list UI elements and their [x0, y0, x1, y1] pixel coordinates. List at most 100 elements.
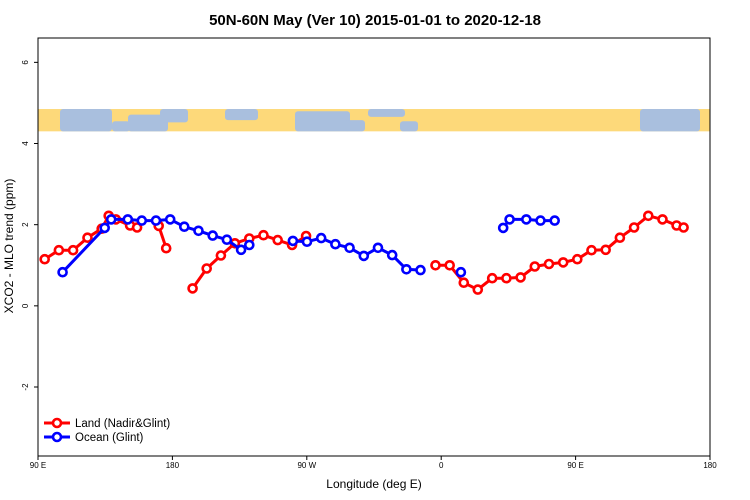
x-tick-label: 90 E: [30, 461, 46, 470]
map-band-ocean: [640, 109, 700, 132]
data-point: [136, 215, 148, 226]
data-point: [193, 225, 204, 237]
legend-item-ocean: Ocean (Glint): [44, 431, 144, 444]
chart-title: 50N-60N May (Ver 10) 2015-01-01 to 2020-…: [209, 12, 541, 29]
data-point: [215, 250, 227, 261]
data-point: [358, 250, 370, 262]
y-tick-label: 0: [21, 303, 30, 308]
data-point: [164, 214, 176, 225]
data-point: [160, 242, 172, 254]
legend: Land (Nadir&Glint) Ocean (Glint): [44, 417, 170, 444]
map-band-ocean: [345, 120, 365, 132]
data-point: [131, 222, 143, 233]
data-point: [105, 214, 117, 225]
map-band-ocean: [295, 111, 350, 132]
map-band-ocean: [160, 109, 188, 123]
series-layer: [39, 210, 689, 295]
legend-item-land: Land (Nadir&Glint): [44, 417, 170, 430]
data-point: [122, 214, 134, 225]
data-point: [543, 258, 555, 270]
data-point: [82, 232, 93, 243]
data-point: [642, 210, 654, 222]
y-tick-label: 2: [21, 222, 30, 227]
map-band-ocean: [60, 109, 112, 132]
data-point: [504, 214, 515, 225]
map-band-ocean: [400, 121, 418, 132]
data-point: [344, 242, 355, 254]
x-axis: 90 E 180 90 W 0 90 E 180: [30, 456, 717, 470]
data-point: [372, 242, 384, 254]
data-point: [444, 259, 456, 271]
data-point: [628, 222, 640, 233]
data-point: [39, 253, 51, 265]
data-point: [515, 272, 526, 283]
data-point: [678, 222, 689, 233]
map-band-ocean: [112, 121, 130, 132]
x-tick-label: 0: [439, 461, 444, 470]
legend-marker-ocean: [51, 431, 63, 443]
data-point: [386, 249, 398, 261]
data-point: [150, 215, 162, 226]
data-point: [315, 232, 327, 244]
series-line: [435, 214, 685, 292]
data-point: [187, 283, 198, 294]
data-point: [497, 222, 509, 234]
y-tick-label: -2: [21, 383, 30, 391]
data-point: [301, 236, 313, 247]
series-line: [292, 236, 421, 272]
world-map-band: [38, 109, 710, 132]
data-point: [529, 261, 541, 272]
data-point: [501, 272, 512, 284]
map-band-ocean: [128, 114, 168, 132]
data-point: [571, 253, 583, 265]
data-point: [458, 277, 470, 289]
data-point: [520, 214, 532, 225]
map-band-ocean: [225, 109, 258, 121]
data-point: [535, 215, 546, 226]
data-point: [415, 264, 426, 276]
y-axis: -2 0 2 4 6: [21, 60, 38, 391]
data-point: [179, 221, 190, 232]
data-point: [221, 234, 233, 245]
y-tick-label: 4: [21, 141, 30, 146]
data-point: [57, 266, 68, 278]
data-point: [287, 235, 299, 247]
x-tick-label: 180: [166, 461, 180, 470]
plot-frame: [37, 37, 711, 457]
data-point: [614, 232, 626, 243]
y-axis-label: XCO2 - MLO trend (ppm): [2, 179, 16, 314]
data-point: [586, 244, 597, 256]
data-point: [235, 244, 247, 256]
data-point: [600, 244, 612, 256]
series-ocean: [57, 214, 561, 278]
data-point: [207, 230, 218, 241]
legend-label-ocean: Ocean (Glint): [75, 432, 144, 444]
data-point: [486, 272, 498, 284]
data-point: [272, 234, 284, 246]
data-point: [472, 284, 484, 295]
y-tick-label: 6: [21, 60, 30, 65]
data-point: [67, 244, 79, 256]
data-point: [201, 263, 212, 274]
x-tick-label: 90 W: [297, 461, 316, 470]
x-tick-label: 90 E: [567, 461, 583, 470]
data-point: [258, 229, 269, 241]
data-point: [401, 263, 412, 275]
map-band-ocean: [368, 109, 405, 117]
legend-marker-land: [51, 417, 63, 429]
map-band-land: [38, 109, 710, 132]
series-line: [61, 217, 242, 274]
data-point: [557, 257, 569, 268]
data-point: [455, 266, 467, 278]
data-point: [330, 238, 341, 250]
x-tick-label: 180: [703, 461, 717, 470]
data-point: [99, 222, 110, 234]
data-point: [549, 215, 561, 226]
x-axis-label: Longitude (deg E): [326, 477, 421, 491]
data-point: [657, 214, 668, 225]
data-point: [244, 239, 255, 251]
legend-label-land: Land (Nadir&Glint): [75, 418, 170, 430]
data-point: [430, 259, 441, 271]
data-point: [53, 244, 65, 256]
